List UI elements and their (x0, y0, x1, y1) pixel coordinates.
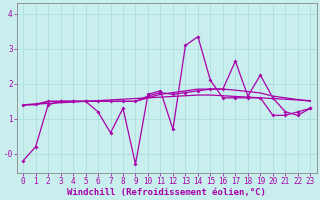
X-axis label: Windchill (Refroidissement éolien,°C): Windchill (Refroidissement éolien,°C) (67, 188, 266, 197)
